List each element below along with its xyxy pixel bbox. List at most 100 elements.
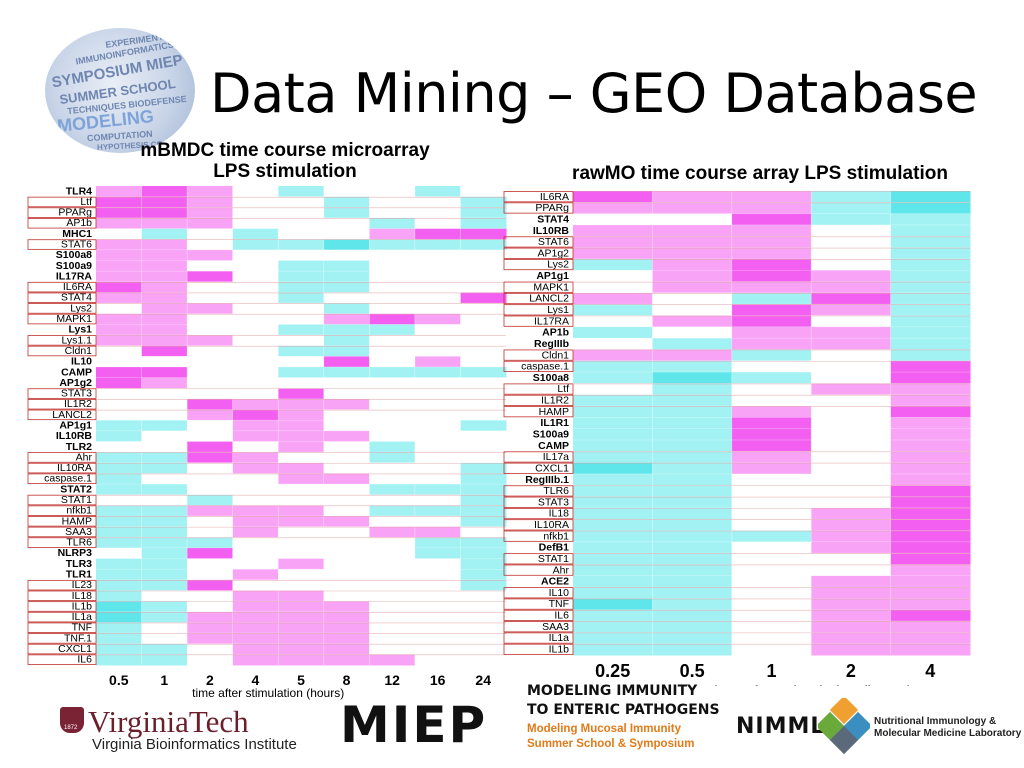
heatmap-cell xyxy=(278,239,325,251)
heatmap-cell xyxy=(573,632,653,645)
x-tick-label: 4 xyxy=(925,661,935,681)
heatmap-cell xyxy=(460,611,507,623)
heatmap-cell xyxy=(731,439,812,452)
heatmap-cell xyxy=(187,569,234,581)
row-label: S100a9 xyxy=(56,260,92,272)
heatmap-cell xyxy=(731,372,812,384)
row-label: nfkb1 xyxy=(543,530,569,542)
heatmap-cell xyxy=(414,228,461,240)
heatmap-cell xyxy=(731,519,812,532)
heatmap-cell xyxy=(278,441,325,453)
heatmap-cell xyxy=(652,236,733,249)
heatmap-cell xyxy=(460,303,507,315)
heatmap-cell xyxy=(187,271,234,283)
heatmap-cell xyxy=(460,420,507,432)
heatmap-cell xyxy=(232,452,279,464)
heatmap-cell xyxy=(141,398,188,411)
heatmap-cell xyxy=(323,537,370,549)
row-highlight-box xyxy=(27,516,97,527)
slide-title: Data Mining – GEO Database xyxy=(210,62,978,125)
heatmap-cell xyxy=(652,383,733,396)
heatmap-cell xyxy=(323,409,370,421)
heatmap-cell xyxy=(652,609,733,622)
heatmap-cell xyxy=(890,338,971,350)
heatmap-cell xyxy=(187,356,234,368)
row-label: AP1b xyxy=(66,217,92,229)
heatmap-cell xyxy=(460,633,507,645)
heatmap-cell xyxy=(811,372,892,384)
heatmap-cell xyxy=(232,186,279,198)
heatmap-cell xyxy=(731,406,812,418)
heatmap-cell xyxy=(141,515,188,528)
heatmap-cell xyxy=(232,356,279,368)
row-highlight-box xyxy=(27,335,97,346)
heatmap-cell xyxy=(460,207,507,219)
heatmap-cell xyxy=(141,579,188,591)
heatmap-cell xyxy=(141,462,188,474)
heatmap-cell xyxy=(187,186,234,198)
heatmap-cell xyxy=(369,217,416,230)
row-label: HAMP xyxy=(539,406,569,418)
heatmap-cell xyxy=(811,202,892,215)
row-highlight-box xyxy=(503,564,574,576)
row-label: HAMP xyxy=(62,515,92,527)
heatmap-cell xyxy=(369,526,416,538)
row-highlight-box xyxy=(27,494,97,506)
heatmap-cell xyxy=(811,609,892,622)
heatmap-cell xyxy=(369,196,416,208)
heatmap-cell xyxy=(369,207,416,219)
row-label: IL10 xyxy=(549,587,570,599)
heatmap-cell xyxy=(652,213,733,226)
heatmap-cell xyxy=(460,345,507,357)
heatmap-cell xyxy=(96,377,143,389)
nimml-logo: NIMML xyxy=(736,714,826,739)
heatmap-cell xyxy=(890,473,971,486)
heatmap-cell xyxy=(187,484,234,496)
heatmap-cell xyxy=(232,579,279,591)
heatmap-cell xyxy=(731,191,812,203)
heatmap-cell xyxy=(573,236,653,249)
heatmap-cell xyxy=(187,537,234,549)
heatmap-cell xyxy=(731,632,812,645)
heatmap-cell xyxy=(323,186,370,198)
heatmap-cell xyxy=(141,271,188,283)
row-label: STAT6 xyxy=(61,239,92,251)
row-highlight-box xyxy=(27,633,97,644)
row-label: IL10 xyxy=(71,356,92,368)
row-highlight-box xyxy=(503,202,574,214)
heatmap-cell xyxy=(323,484,370,496)
heatmap-cell xyxy=(96,303,143,315)
heatmap-cell xyxy=(369,537,416,549)
heatmap-cell xyxy=(278,601,325,613)
x-tick-label: 12 xyxy=(384,672,400,688)
heatmap-cell xyxy=(460,547,507,560)
heatmap-cell xyxy=(890,530,971,543)
heatmap-cell xyxy=(278,313,325,325)
heatmap-cell xyxy=(96,452,143,464)
heatmap-cell xyxy=(323,249,370,262)
heatmap-cell xyxy=(890,428,971,441)
heatmap-cell xyxy=(323,313,370,325)
heatmap-cell xyxy=(187,388,234,400)
heatmap-cell xyxy=(278,324,325,336)
miep-logo: MIEP xyxy=(340,696,488,754)
row-label: MAPK1 xyxy=(533,281,569,293)
heatmap-cell xyxy=(414,388,461,400)
heatmap-cell xyxy=(96,590,143,602)
heatmap-cell xyxy=(652,587,733,599)
heatmap-cell xyxy=(323,292,370,304)
heatmap-cell xyxy=(278,484,325,496)
heatmap-cell xyxy=(811,292,892,305)
heatmap-cell xyxy=(141,505,188,517)
heatmap-cell xyxy=(652,372,733,384)
row-highlight-box xyxy=(27,654,97,665)
row-highlight-box xyxy=(27,345,97,357)
heatmap-cell xyxy=(278,260,325,272)
row-highlight-box xyxy=(503,530,574,542)
heatmap-cell xyxy=(278,207,325,219)
row-label: IL1R1 xyxy=(540,417,569,429)
heatmap-cell xyxy=(652,462,733,475)
heatmap-cell xyxy=(232,633,279,645)
heatmap-cell xyxy=(460,217,507,230)
heatmap-cell xyxy=(278,366,325,379)
